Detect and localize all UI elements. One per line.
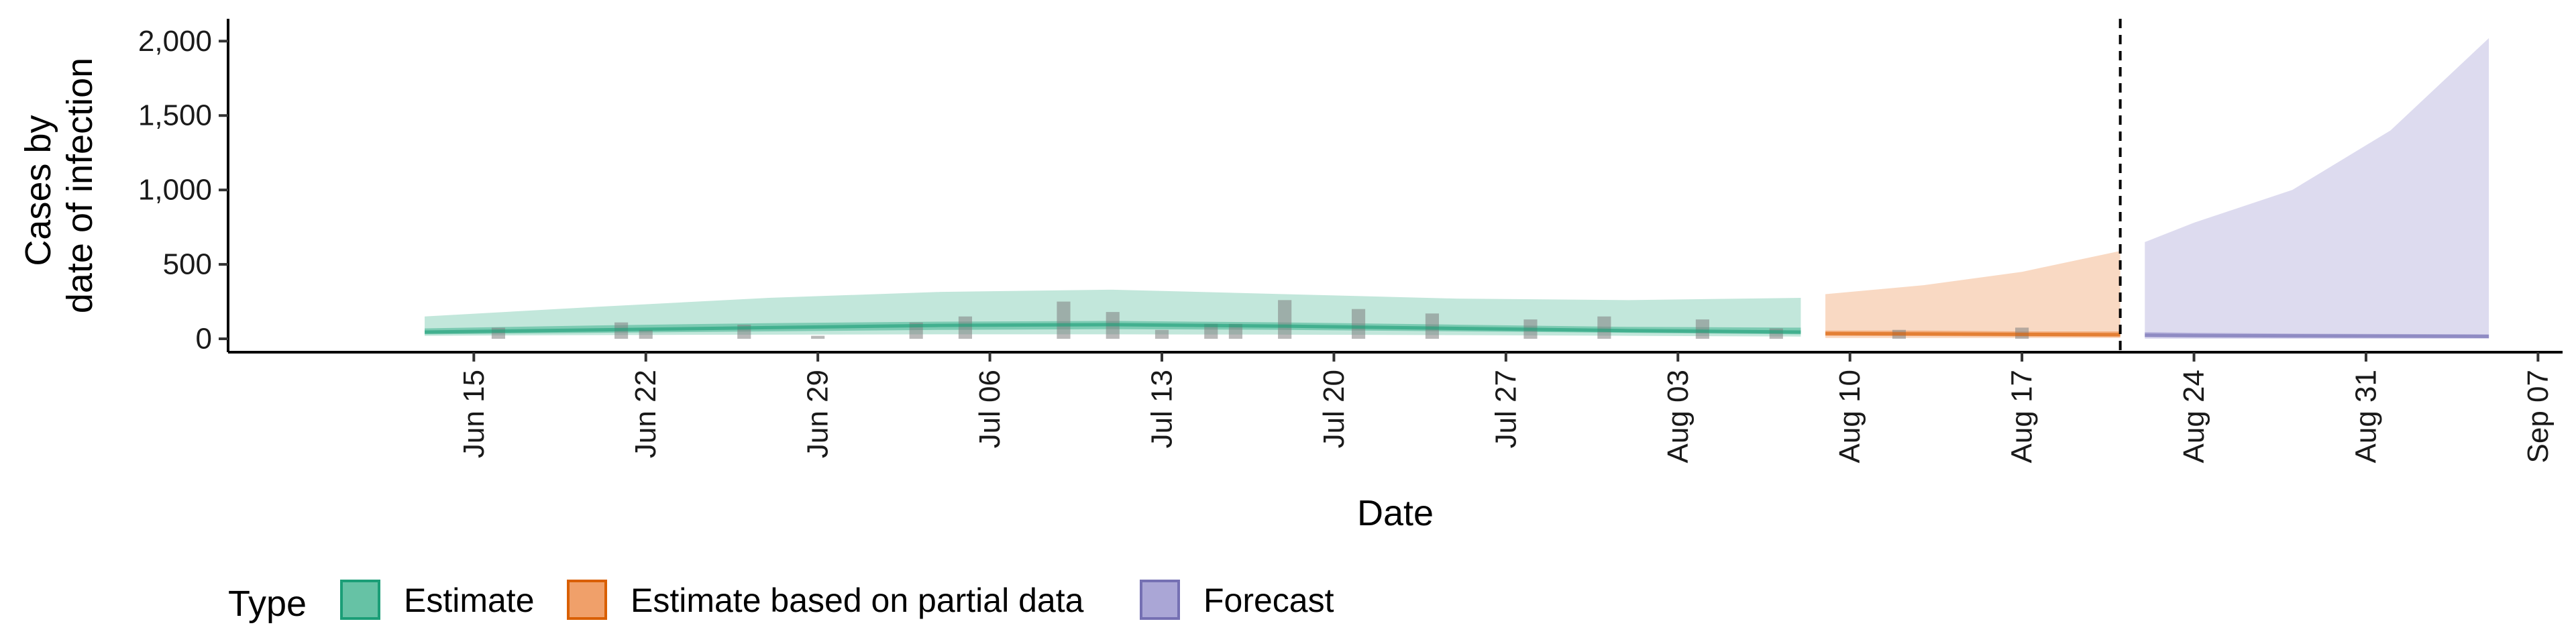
x-tick-label: Aug 17 <box>2006 370 2039 463</box>
reported-case-bar <box>1597 316 1611 339</box>
reported-case-bar <box>1695 319 1709 339</box>
estimate-based-on-partial-data-median-line <box>1825 331 2121 337</box>
y-axis-title-line-2: date of infection <box>60 58 100 313</box>
x-tick-label: Jun 22 <box>629 370 662 458</box>
legend-key-estimate-based-on-partial-data <box>567 580 607 620</box>
y-tick-label: 1,500 <box>138 99 212 132</box>
reported-case-bar <box>1351 309 1366 339</box>
legend-label-estimate-based-on-partial-data: Estimate based on partial data <box>631 582 1084 619</box>
y-tick-label: 2,000 <box>138 25 212 58</box>
legend-key-estimate <box>340 580 380 620</box>
x-tick-label: Aug 31 <box>2349 370 2382 463</box>
x-tick-label: Aug 10 <box>1833 370 1866 463</box>
legend-key-forecast <box>1140 580 1180 620</box>
y-tick-label: 1,000 <box>138 174 212 207</box>
x-tick-label: Aug 03 <box>1662 370 1695 463</box>
x-tick-label: Jun 29 <box>802 370 835 458</box>
x-tick-label: Jul 27 <box>1489 370 1522 448</box>
reported-case-bar <box>639 329 653 339</box>
legend-label-forecast: Forecast <box>1203 582 1334 619</box>
reported-case-bar <box>491 327 506 339</box>
legend-label-estimate: Estimate <box>404 582 535 619</box>
reported-case-bar <box>1155 329 1169 339</box>
reported-case-bar <box>1228 323 1242 339</box>
reported-case-bar <box>1425 313 1440 339</box>
reported-case-bar <box>1278 300 1292 339</box>
y-axis-ticks: 0 500 1,000 1,500 2,000 <box>138 25 228 356</box>
y-tick-label: 500 <box>163 248 212 281</box>
y-axis-title: Cases by date of infection <box>18 58 100 313</box>
axes <box>227 19 2563 354</box>
legend: Type Estimate Estimate based on partial d… <box>228 578 1334 624</box>
x-tick-label: Jun 15 <box>458 370 490 458</box>
forecast-band-90 <box>2145 38 2489 339</box>
x-tick-label: Jul 06 <box>973 370 1006 448</box>
x-tick-label: Jul 13 <box>1146 370 1179 448</box>
y-axis-title-line-1: Cases by <box>18 115 58 266</box>
x-tick-label: Aug 24 <box>2178 370 2210 463</box>
x-tick-label: Sep 07 <box>2522 370 2555 463</box>
y-tick-label: 0 <box>196 323 212 356</box>
median-lines <box>425 323 2489 338</box>
legend-title: Type <box>228 584 307 624</box>
estimate-based-on-partial-data-band-90 <box>1825 251 2121 338</box>
reported-case-bar <box>1204 323 1218 339</box>
reported-case-bar <box>1057 301 1071 339</box>
ribbon-bands <box>425 38 2489 339</box>
x-axis-title: Date <box>1357 493 1434 533</box>
reported-case-bar <box>958 316 973 339</box>
x-axis-ticks: Jun 15 Jun 22 Jun 29 Jul 06 Jul 13 Jul 20 Jul … <box>458 352 2555 463</box>
x-tick-label: Jul 20 <box>1318 370 1350 448</box>
reported-case-bar <box>811 335 825 339</box>
estimate-median-line <box>425 323 1801 334</box>
forecast-median-line <box>2145 333 2489 338</box>
